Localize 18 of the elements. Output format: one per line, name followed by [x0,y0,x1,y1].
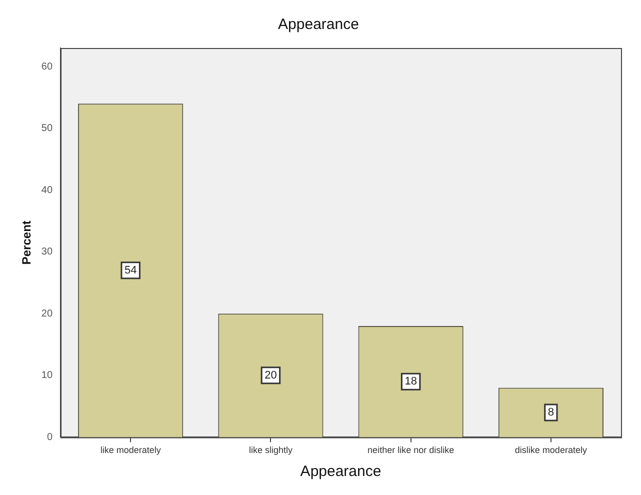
x-tick-label: like moderately [100,445,162,456]
data-label: 8 [548,406,554,419]
y-tick-label: 30 [41,246,53,258]
data-label: 54 [124,264,137,276]
chart-title: Appearance [278,16,359,34]
x-tick-label: dislike moderately [514,445,588,456]
y-tick-label: 0 [46,432,53,443]
data-label: 20 [264,369,277,382]
y-tick-label: 20 [41,308,53,320]
x-tick-label: neither like nor dislike [368,445,454,456]
y-tick-label: 50 [41,123,53,134]
data-label: 18 [404,376,417,388]
y-axis-title: Percent [20,220,34,265]
y-tick-label: 40 [41,184,53,196]
x-axis-title: Appearance [300,463,382,480]
x-tick-label: like slightly [248,445,293,456]
y-tick-label: 60 [41,61,53,72]
y-tick-label: 10 [41,370,53,382]
